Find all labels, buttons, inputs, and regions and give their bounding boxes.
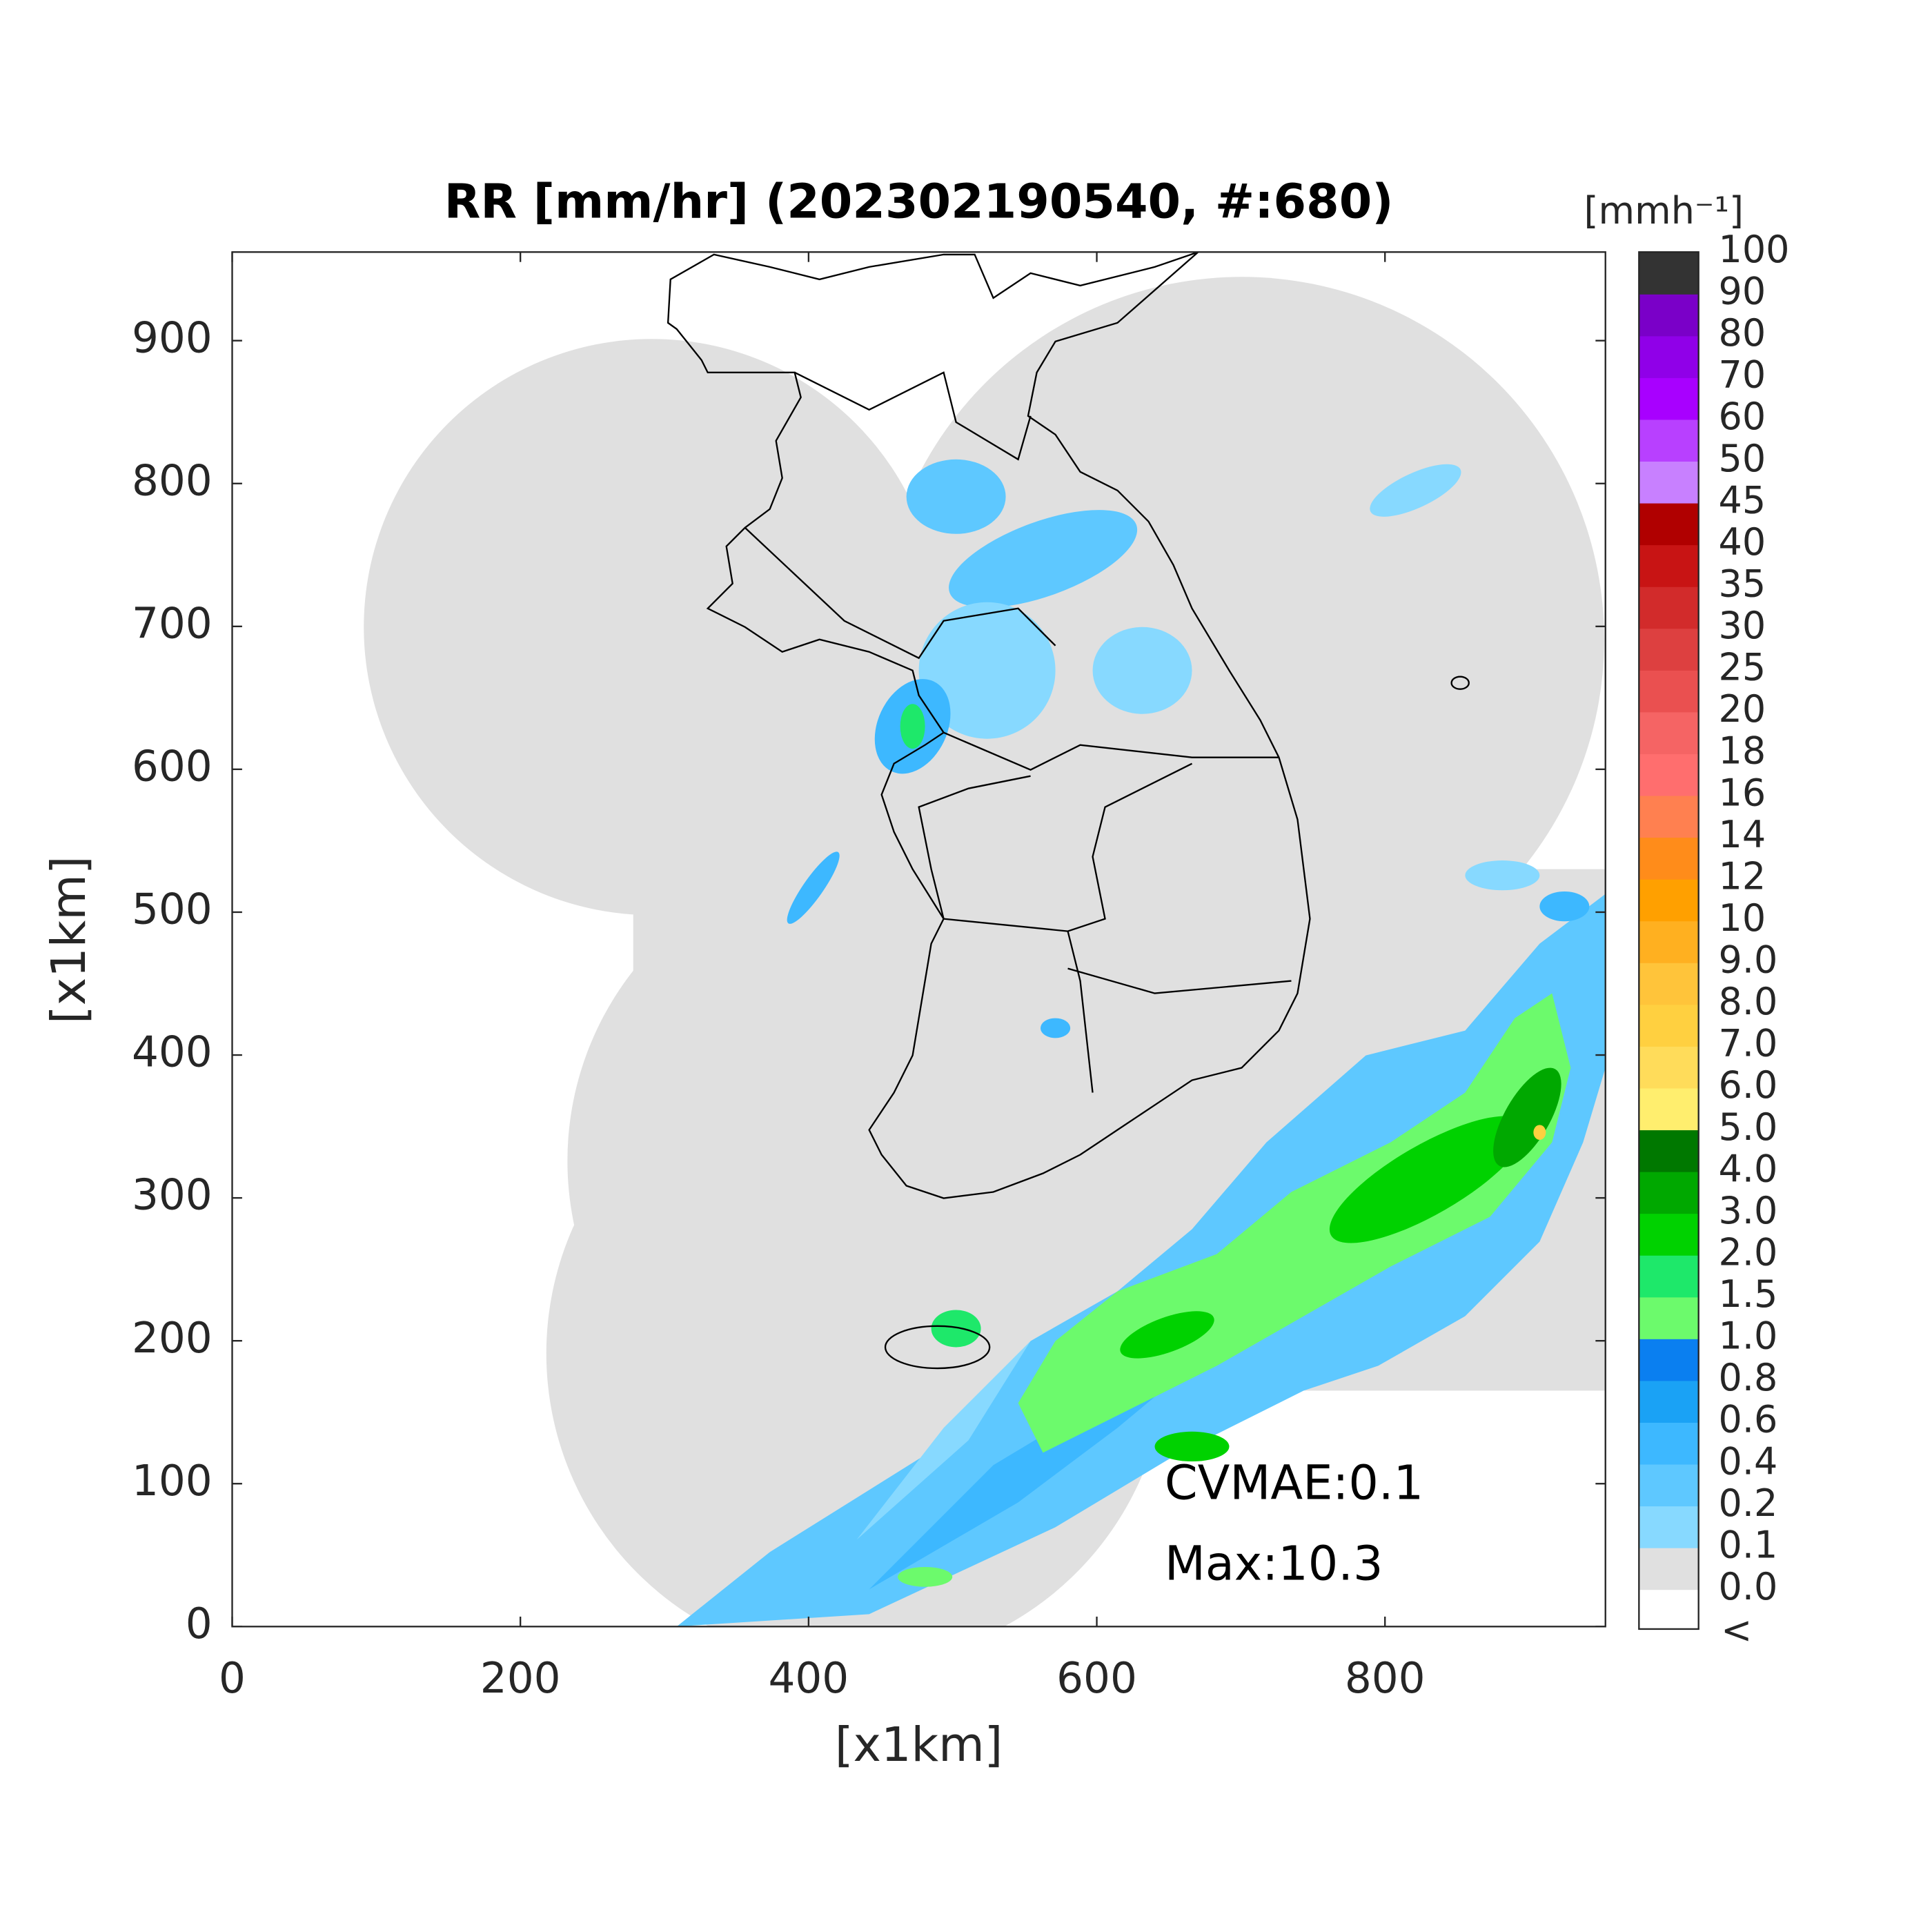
colorbar-tick-label: 0.2: [1718, 1481, 1777, 1525]
colorbar-tick-label: 90: [1718, 270, 1766, 313]
colorbar-band: [1639, 1213, 1699, 1256]
x-tick-label: 800: [1345, 1654, 1426, 1703]
colorbar-tick-label: 0.6: [1718, 1398, 1777, 1441]
colorbar-band: [1639, 586, 1699, 629]
y-tick-label: 800: [132, 456, 213, 505]
annotation: CVMAE:0.1: [1165, 1457, 1423, 1511]
colorbar-band: [1639, 1171, 1699, 1214]
colorbar-tick-label: 10: [1718, 896, 1766, 940]
colorbar-tick-label: 16: [1718, 771, 1766, 814]
colorbar-tick-label: 12: [1718, 854, 1766, 898]
colorbar-band: [1639, 461, 1699, 504]
colorbar-tick-label: 14: [1718, 813, 1766, 856]
colorbar-tick-label: 1.5: [1718, 1272, 1777, 1316]
colorbar-band: [1639, 1506, 1699, 1548]
colorbar-band: [1639, 1046, 1699, 1089]
annotation: Max:10.3: [1165, 1537, 1383, 1591]
colorbar-tick-label: 5.0: [1718, 1105, 1777, 1149]
colorbar-band: [1639, 1463, 1699, 1507]
colorbar-label: [mmh⁻¹]: [1584, 189, 1744, 233]
colorbar-tick-label: 6.0: [1718, 1063, 1777, 1107]
colorbar-tick-label: 7.0: [1718, 1022, 1777, 1065]
colorbar-band: [1639, 544, 1699, 587]
colorbar-band: [1639, 753, 1699, 796]
colorbar-tick-label: 100: [1718, 228, 1789, 271]
rain-echo: [676, 459, 1606, 1627]
colorbar-tick-label: 4.0: [1718, 1147, 1777, 1190]
plot-frame: [231, 251, 1606, 1628]
y-axis-label: [x1km]: [42, 856, 97, 1024]
colorbar-band: [1639, 878, 1699, 922]
colorbar-band: [1639, 1589, 1699, 1629]
colorbar-tick-label: 0.8: [1718, 1356, 1777, 1399]
colorbar-tick-label: 45: [1718, 478, 1766, 522]
colorbar-band: [1639, 1380, 1699, 1423]
colorbar-below-label: <: [1721, 1608, 1752, 1652]
colorbar-frame: [1638, 251, 1699, 1630]
y-tick-label: 900: [132, 313, 213, 362]
colorbar-band: [1639, 1130, 1699, 1172]
y-tick-label: 500: [132, 885, 213, 934]
y-tick-label: 200: [132, 1314, 213, 1363]
colorbar-tick-label: 0.0: [1718, 1565, 1777, 1608]
colorbar-tick-label: 18: [1718, 729, 1766, 773]
colorbar-tick-label: 50: [1718, 437, 1766, 480]
colorbar-band: [1639, 711, 1699, 754]
colorbar-tick-label: 35: [1718, 562, 1766, 605]
colorbar-band: [1639, 335, 1699, 378]
colorbar-tick-label: 40: [1718, 520, 1766, 564]
map-layer: [364, 252, 1606, 1627]
colorbar-tick-label: 30: [1718, 604, 1766, 647]
colorbar-band: [1639, 669, 1699, 713]
chart-title: RR [mm/hr] (202302190540, #:680): [444, 175, 1394, 229]
colorbar-band: [1639, 1254, 1699, 1298]
y-tick-label: 0: [186, 1599, 213, 1648]
colorbar-tick-label: 0.4: [1718, 1439, 1777, 1483]
colorbar-band: [1639, 628, 1699, 671]
colorbar-band: [1639, 1297, 1699, 1339]
colorbar-band: [1639, 1004, 1699, 1047]
colorbar-band: [1639, 293, 1699, 337]
y-tick-label: 100: [132, 1457, 213, 1506]
colorbar-band: [1639, 1338, 1699, 1381]
x-tick-label: 0: [219, 1654, 246, 1703]
colorbar-tick-label: 3.0: [1718, 1189, 1777, 1232]
colorbar-band: [1639, 419, 1699, 462]
colorbar-band: [1639, 252, 1699, 295]
y-tick-label: 400: [132, 1028, 213, 1077]
colorbar-tick-label: 80: [1718, 311, 1766, 355]
colorbar-tick-label: 60: [1718, 395, 1766, 438]
colorbar-tick-label: 9.0: [1718, 938, 1777, 982]
x-tick-label: 600: [1056, 1654, 1137, 1703]
x-axis-label: [x1km]: [835, 1718, 1003, 1773]
colorbar-band: [1639, 837, 1699, 880]
colorbar-tick-label: 0.1: [1718, 1523, 1777, 1566]
x-tick-label: 400: [768, 1654, 849, 1703]
colorbar-band: [1639, 920, 1699, 963]
colorbar-tick-label: 25: [1718, 646, 1766, 689]
x-tick-label: 200: [480, 1654, 561, 1703]
y-tick-label: 600: [132, 742, 213, 791]
colorbar-band: [1639, 962, 1699, 1005]
colorbar-tick-label: 2.0: [1718, 1230, 1777, 1274]
colorbar-tick-label: 70: [1718, 353, 1766, 397]
colorbar-band: [1639, 1087, 1699, 1131]
colorbar-band: [1639, 502, 1699, 546]
colorbar-band: [1639, 1547, 1699, 1590]
colorbar-tick-label: 1.0: [1718, 1314, 1777, 1358]
y-tick-label: 700: [132, 599, 213, 648]
colorbar-band: [1639, 377, 1699, 420]
colorbar-tick-label: 8.0: [1718, 980, 1777, 1023]
colorbar-tick-label: 20: [1718, 687, 1766, 731]
colorbar-band: [1639, 1422, 1699, 1465]
colorbar-band: [1639, 795, 1699, 838]
coastline: [667, 252, 1470, 1370]
y-tick-label: 300: [132, 1171, 213, 1220]
